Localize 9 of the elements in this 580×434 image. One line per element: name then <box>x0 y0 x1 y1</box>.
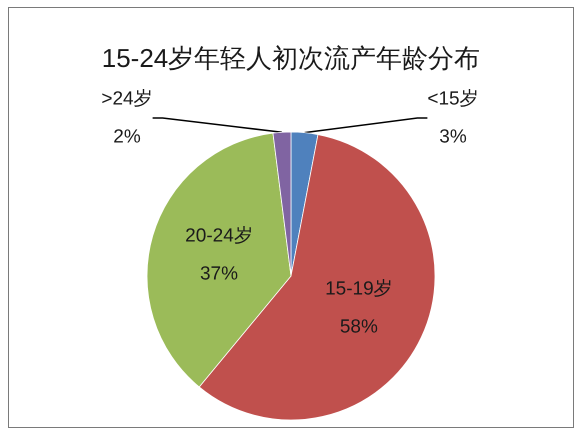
slice-label: 20-24岁 <box>185 226 253 247</box>
data-label: 58% <box>340 316 378 338</box>
slice-label: >24岁 <box>101 88 153 110</box>
chart-title: 15-24岁年轻人初次流产年龄分布 <box>102 43 480 73</box>
data-label: 3% <box>439 126 467 148</box>
slice-label: 15-19岁 <box>325 278 393 300</box>
data-label: 2% <box>113 126 141 148</box>
data-label: 37% <box>200 264 238 285</box>
slice-label: <15岁 <box>427 88 479 110</box>
